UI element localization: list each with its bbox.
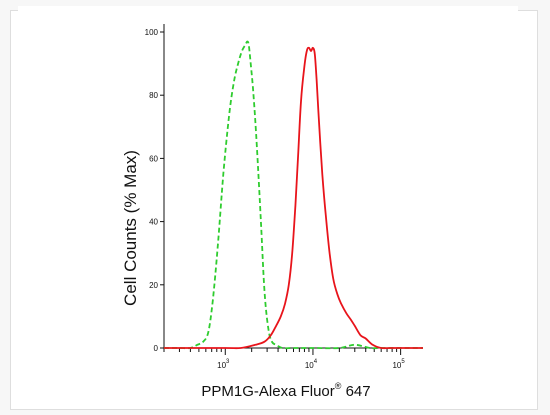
series-layer: [163, 40, 423, 350]
y-tick-label: 0: [154, 344, 159, 353]
y-tick-label: 100: [145, 28, 159, 37]
x-axis-label-sup: ®: [335, 381, 342, 391]
series-line-1: [163, 40, 423, 350]
y-tick-label: 40: [149, 218, 158, 227]
x-tick-label: 105: [392, 359, 405, 370]
y-axis-label: Cell Counts (% Max): [121, 150, 140, 306]
chart-panel: 0 20 40 60 80 100 103 104 105 Cell Counts (% Max…: [18, 6, 518, 408]
x-tick-label: 103: [217, 359, 230, 370]
x-axis-label: PPM1G-Alexa Fluor® 647: [201, 381, 370, 400]
y-tick-label: 80: [149, 91, 158, 100]
x-tick-label: 104: [305, 359, 318, 370]
histogram-chart: 0 20 40 60 80 100 103 104 105 Cell Counts (% Max…: [121, 24, 423, 400]
series-line-2: [163, 46, 423, 350]
y-tick-label: 60: [149, 154, 158, 163]
chart-axes: 0 20 40 60 80 100 103 104 105: [145, 24, 423, 370]
y-tick-label: 20: [149, 281, 158, 290]
x-axis-label-main: PPM1G-Alexa Fluor: [201, 383, 334, 400]
x-axis-label-tail: 647: [341, 383, 370, 400]
